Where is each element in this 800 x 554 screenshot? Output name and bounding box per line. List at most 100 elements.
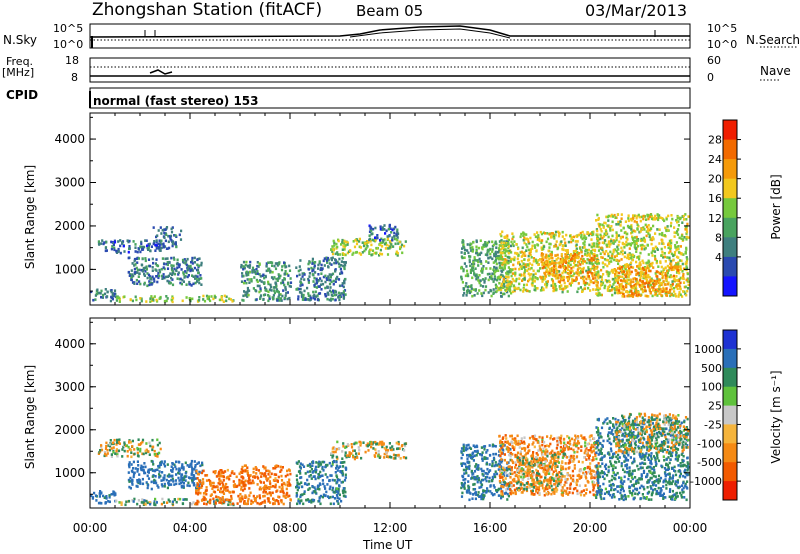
velocity-echo-cell	[277, 464, 280, 468]
power-echo-cell	[396, 228, 399, 232]
power-echo-cell	[671, 217, 674, 221]
power-echo-cell	[335, 277, 338, 281]
power-echo-cell	[680, 237, 683, 240]
power-echo-cell	[182, 271, 185, 274]
velocity-echo-cell	[274, 477, 277, 480]
power-echo-cell	[507, 259, 510, 263]
velocity-echo-cell	[204, 491, 207, 494]
power-echo-cell	[513, 240, 516, 243]
power-echo-cell	[605, 215, 608, 219]
velocity-echo-cell	[295, 492, 298, 495]
velocity-echo-cell	[339, 461, 342, 464]
power-echo-cell	[461, 239, 464, 242]
power-echo-cell	[566, 271, 569, 275]
power-echo-cell	[586, 231, 589, 234]
velocity-echo-cell	[463, 485, 466, 489]
power-echo-cell	[277, 262, 281, 266]
power-echo-cell	[317, 267, 320, 270]
velocity-echo-cell	[184, 498, 187, 501]
velocity-echo-cell	[241, 480, 244, 484]
power-echo-cell	[670, 268, 673, 272]
power-echo-cell	[669, 274, 672, 277]
velocity-echo-cell	[150, 459, 153, 463]
power-echo-cell	[575, 247, 578, 251]
power-echo-cell	[602, 235, 605, 238]
velocity-echo-cell	[191, 468, 194, 472]
power-echo-cell	[145, 300, 148, 303]
power-echo-cell	[209, 299, 212, 303]
power-echo-cell	[685, 248, 688, 251]
power-echo-cell	[528, 262, 531, 265]
power-echo-cell	[536, 238, 539, 241]
power-echo-cell	[264, 286, 267, 289]
power-echo-cell	[170, 227, 173, 231]
velocity-echo-cell	[460, 450, 463, 453]
power-echo-cell	[275, 277, 278, 281]
velocity-echo-cell	[254, 497, 258, 500]
power-echo-cell	[133, 282, 136, 285]
power-echo-cell	[504, 263, 507, 267]
power-echo-cell	[371, 249, 375, 252]
power-echo-cell	[549, 256, 552, 260]
power-echo-cell	[686, 289, 689, 293]
velocity-echo-cell	[397, 447, 400, 450]
velocity-echo-cell	[105, 454, 108, 457]
velocity-echo-cell	[197, 472, 200, 476]
power-echo-cell	[504, 288, 507, 292]
power-echo-cell	[606, 264, 609, 268]
power-echo-cell	[344, 253, 347, 257]
power-echo-cell	[562, 269, 565, 273]
power-echo-cell	[135, 257, 138, 260]
power-echo-cell	[615, 288, 618, 291]
power-echo-cell	[605, 250, 608, 253]
power-echo-cell	[615, 231, 618, 234]
velocity-echo-cell	[259, 471, 262, 475]
power-echo-cell	[643, 240, 647, 243]
power-echo-cell	[496, 254, 500, 258]
power-echo-cell	[188, 297, 191, 300]
power-echo-cell	[475, 277, 478, 281]
velocity-echo-cell	[178, 472, 181, 475]
velocity-echo-cell	[286, 473, 289, 477]
velocity-echo-cell	[246, 466, 249, 469]
power-echo-cell	[629, 282, 632, 285]
power-echo-cell	[687, 215, 690, 218]
power-echo-cell	[630, 270, 633, 274]
power-echo-cell	[518, 277, 521, 280]
power-echo-cell	[497, 275, 501, 279]
power-echo-cell	[97, 240, 100, 243]
power-echo-cell	[185, 259, 188, 263]
power-echo-cell	[600, 235, 603, 238]
velocity-echo-cell	[215, 485, 218, 488]
power-echo-cell	[136, 250, 139, 254]
power-echo-cell	[344, 261, 347, 264]
power-echo-cell	[300, 291, 303, 294]
power-echo-cell	[149, 249, 152, 253]
power-echo-cell	[135, 298, 138, 302]
velocity-echo-cell	[269, 501, 272, 504]
velocity-echo-cell	[217, 472, 220, 475]
power-echo-cell	[494, 283, 497, 287]
power-echo-cell	[649, 238, 652, 241]
power-echo-cell	[267, 280, 270, 284]
velocity-echo-cell	[304, 472, 307, 475]
power-echo-cell	[481, 278, 485, 281]
power-echo-cell	[621, 279, 624, 283]
power-echo-cell	[324, 286, 327, 290]
power-echo-cell	[686, 272, 689, 276]
power-echo-cell	[654, 282, 657, 286]
power-echo-cell	[399, 247, 402, 251]
velocity-echo-cell	[163, 462, 166, 466]
power-echo-cell	[244, 291, 247, 294]
power-echo-cell	[163, 228, 166, 231]
power-echo-cell	[568, 275, 571, 278]
power-echo-cell	[620, 229, 623, 232]
power-echo-cell	[141, 263, 144, 267]
power-echo-cell	[669, 250, 672, 253]
power-echo-cell	[613, 281, 616, 284]
velocity-echo-cell	[226, 498, 229, 501]
power-echo-cell	[682, 238, 685, 241]
power-echo-cell	[544, 274, 547, 277]
velocity-echo-cell	[132, 472, 136, 476]
velocity-echo-cell	[255, 472, 258, 475]
